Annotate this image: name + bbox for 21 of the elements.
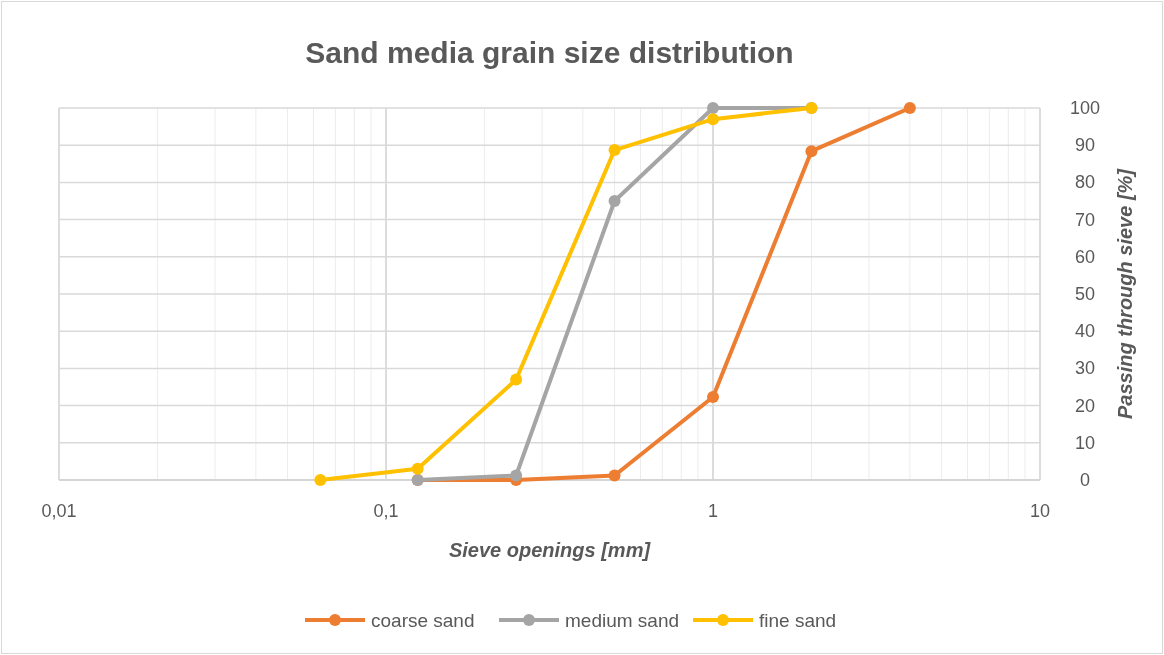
y-tick-label: 10 [1074,432,1096,453]
legend-label: fine sand [759,610,837,631]
x-axis-title: Sieve openings [mm] [448,539,652,561]
y-axis-title: Passing through sieve [%] [1114,167,1136,420]
y-tick-label: 100 [1069,98,1101,118]
legend-label: coarse sand [371,610,475,631]
y-tick-label: 60 [1074,246,1096,267]
x-tick-label: 0,01 [41,501,77,521]
y-tick-label: 70 [1074,209,1096,230]
x-tick-label: 0,1 [373,501,399,521]
y-tick-label: 80 [1074,172,1096,193]
y-tick-label: 20 [1074,395,1096,416]
y-tick-label: 0 [1079,470,1091,490]
x-tick-label: 10 [1029,501,1051,521]
y-tick-label: 90 [1074,135,1096,156]
y-tick-label: 30 [1074,358,1096,379]
legend-label: medium sand [565,610,680,631]
x-tick-label: 1 [707,501,719,521]
y-tick-label: 50 [1074,284,1096,304]
chart-title: Sand media grain size distribution [305,36,794,69]
y-tick-label: 40 [1074,321,1096,342]
